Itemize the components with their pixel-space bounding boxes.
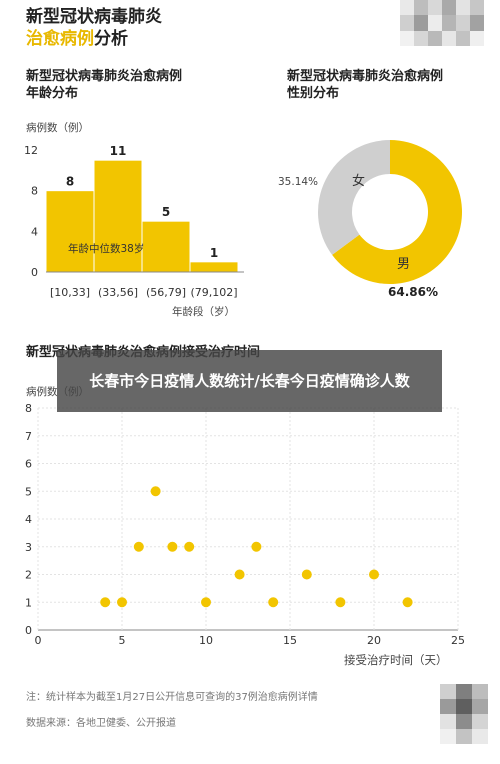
overlay-banner: 长春市今日疫情人数统计/长春今日疫情确诊人数 [57, 350, 442, 412]
footnote-note: 注：统计样本为截至1月27日公开信息可查询的37例治愈病例详情 [26, 692, 318, 703]
scatter-x-tick: 25 [451, 634, 465, 646]
scatter-point [402, 597, 413, 608]
scatter-y-tick: 4 [25, 513, 32, 526]
scatter-chart-xlabel: 接受治疗时间（天） [344, 653, 448, 667]
scatter-point [167, 541, 178, 552]
bar-chart-title-line2: 年龄分布 [26, 86, 79, 101]
scatter-point [301, 569, 312, 580]
bar-chart: 0 4 8 12 8 11 5 1 [10,33] (33,56] (56,79] (79,102… [24, 144, 244, 299]
bar-y-tick: 8 [31, 185, 38, 198]
page-title-line1: 新型冠状病毒肺炎 [26, 7, 162, 27]
bar [141, 220, 191, 273]
bar-chart-xlabel: 年龄段（岁） [172, 306, 235, 318]
bar-y-tick: 12 [24, 144, 38, 157]
scatter-y-tick: 0 [25, 624, 32, 637]
scatter-x-tick: 10 [199, 634, 213, 646]
scatter-point [234, 569, 245, 580]
pie-slice [332, 140, 462, 284]
pie-label-male: 男 [397, 257, 410, 272]
pie-pct-female: 35.14% [278, 176, 318, 188]
scatter-point [335, 597, 346, 608]
scatter-point [117, 597, 127, 608]
bar-median-annotation: 年龄中位数38岁 [68, 242, 144, 255]
footnote: 注：统计样本为截至1月27日公开信息可查询的37例治愈病例详情 数据来源：各地卫… [26, 690, 318, 732]
bar-category-label: [10,33] [50, 286, 90, 299]
scatter-chart: 0 1 2 3 4 5 6 7 8 0 5 10 15 20 25 [25, 402, 465, 646]
scatter-x-tick: 5 [119, 634, 126, 646]
qr-mosaic-bottom [440, 684, 488, 744]
scatter-x-tick: 15 [283, 634, 297, 646]
bar-category-label: (56,79] [146, 286, 186, 299]
bar-value-label: 1 [210, 246, 218, 260]
scatter-y-tick: 8 [25, 402, 32, 415]
qr-mosaic-top [400, 0, 484, 46]
scatter-y-tick: 5 [25, 485, 32, 498]
footnote-source: 数据来源：各地卫健委、公开报道 [26, 718, 176, 729]
bar-value-label: 8 [66, 175, 74, 189]
scatter-y-tick: 3 [25, 541, 32, 554]
page-title-rest: 分析 [94, 29, 128, 49]
bar-category-label: (33,56] [98, 286, 138, 299]
pie-pct-male: 64.86% [388, 285, 438, 299]
bar-y-tick: 0 [31, 266, 38, 279]
page-title: 新型冠状病毒肺炎 治愈病例分析 [26, 6, 162, 50]
scatter-point [100, 597, 111, 608]
bar [93, 159, 143, 273]
overlay-banner-text: 长春市今日疫情人数统计/长春今日疫情确诊人数 [89, 372, 410, 390]
pie-chart-title-line2: 性别分布 [287, 86, 340, 101]
scatter-x-tick: 0 [35, 634, 42, 646]
scatter-x-tick: 20 [367, 634, 381, 646]
scatter-point [201, 597, 211, 608]
pie-chart: 女 男 35.14% 64.86% [278, 140, 462, 299]
bar-y-tick: 4 [31, 225, 38, 238]
scatter-point [184, 541, 195, 552]
pie-chart-title-line1: 新型冠状病毒肺炎治愈病例 [287, 69, 444, 84]
page-title-accent: 治愈病例 [26, 29, 94, 49]
bar-category-label: (79,102] [190, 286, 237, 299]
scatter-y-tick: 2 [25, 569, 32, 582]
scatter-point [150, 486, 161, 497]
scatter-point [251, 541, 262, 552]
pie-chart-title: 新型冠状病毒肺炎治愈病例 性别分布 [287, 68, 443, 102]
scatter-point [369, 569, 379, 580]
pie-slice [318, 140, 390, 255]
bar [45, 190, 95, 273]
bar-value-label: 11 [110, 144, 127, 158]
scatter-point [268, 597, 279, 608]
scatter-y-tick: 1 [25, 596, 32, 609]
bar [189, 261, 239, 273]
pie-label-female: 女 [352, 173, 365, 189]
bar-chart-ylabel: 病例数（例） [26, 122, 89, 134]
bar-value-label: 5 [162, 205, 170, 219]
bar-chart-title-line1: 新型冠状病毒肺炎治愈病例 [26, 69, 183, 84]
scatter-y-tick: 7 [25, 430, 32, 443]
scatter-y-tick: 6 [25, 458, 32, 471]
bar-chart-title: 新型冠状病毒肺炎治愈病例 年龄分布 [26, 68, 182, 102]
scatter-point [133, 541, 144, 552]
